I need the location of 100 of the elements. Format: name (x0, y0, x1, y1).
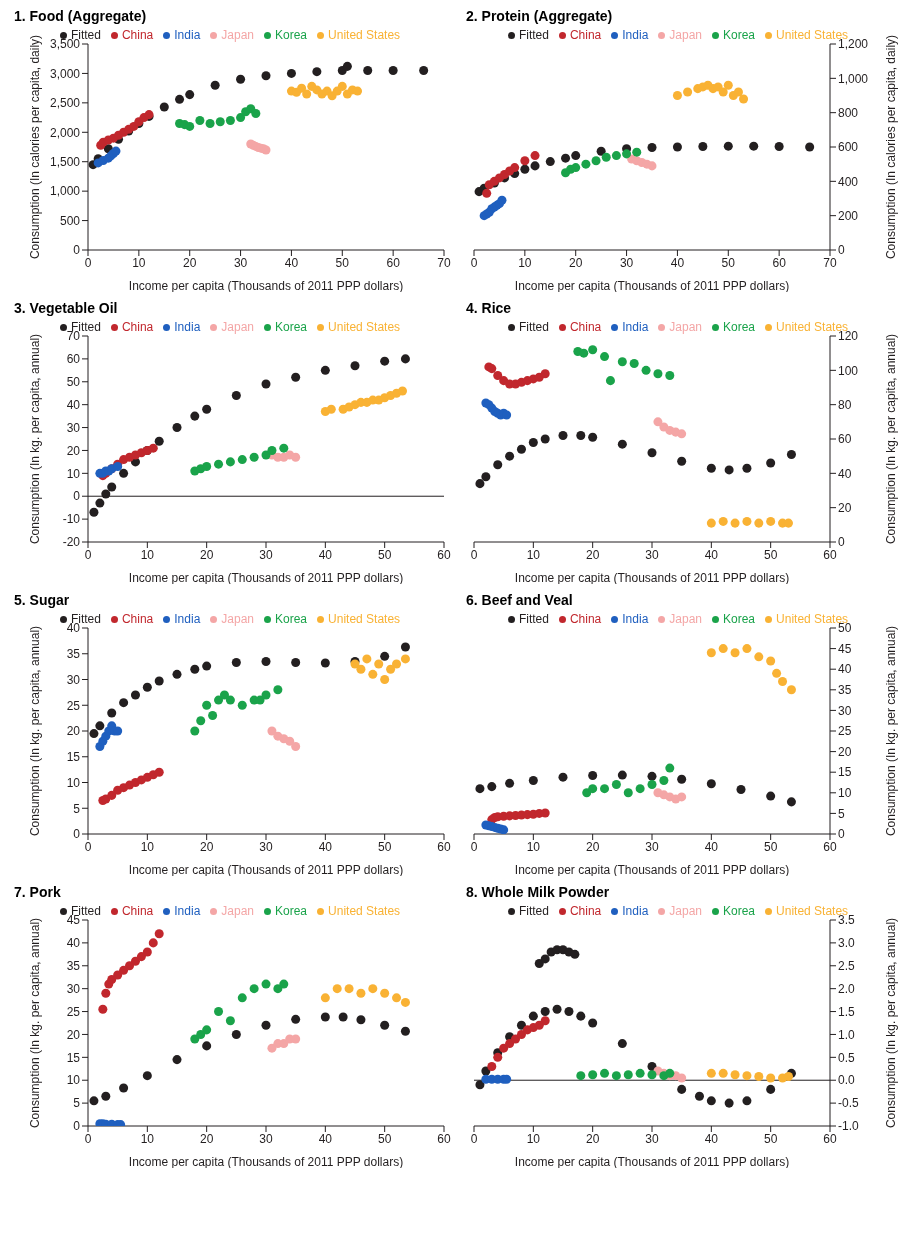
x-axis-title: Income per capita (Thousands of 2011 PPP dollars) (514, 863, 790, 877)
y2-tick-label: 15 (838, 765, 852, 780)
legend-label: Japan (669, 612, 703, 626)
y2-tick-label: 2.0 (838, 981, 856, 996)
x-tick-label: 60 (823, 839, 837, 854)
y2-axis-title: Consumption (In kg. per capita, annual) (884, 333, 899, 545)
y-tick-label: 0 (73, 489, 81, 504)
x-tick-label: 60 (823, 1131, 837, 1146)
x-tick-label: 10 (526, 547, 541, 562)
y2-tick-label: 20 (838, 500, 852, 515)
x-tick-label: 40 (284, 255, 299, 270)
legend-label: India (174, 612, 201, 626)
legend-label: United States (328, 612, 401, 626)
x-tick-label: 40 (670, 255, 685, 270)
chart-title: 1. Food (Aggregate) (13, 8, 148, 26)
x-axis-title: Income per capita (Thousands of 2011 PPP dollars) (514, 571, 790, 585)
legend-label: China (121, 612, 154, 626)
y-tick-label: 3,000 (49, 66, 81, 81)
y-axis-title: Consumption (In kg. per capita, annual) (28, 333, 43, 545)
y2-tick-label: 0 (838, 243, 845, 258)
y-tick-label: 30 (66, 420, 81, 435)
y2-tick-label: 800 (838, 105, 859, 120)
x-tick-label: 0 (470, 839, 478, 854)
chart-title: 8. Whole Milk Powder (465, 884, 611, 902)
x-tick-label: 30 (645, 547, 659, 562)
y-tick-label: 15 (66, 750, 81, 765)
x-tick-label: 30 (259, 1131, 273, 1146)
y2-tick-label: 40 (838, 466, 852, 481)
y-tick-label: 15 (66, 1050, 81, 1065)
y2-tick-label: 0 (838, 827, 845, 842)
legend-label: China (569, 904, 602, 918)
x-tick-label: 30 (645, 1131, 659, 1146)
x-tick-label: 0 (84, 839, 92, 854)
legend-label: China (121, 28, 154, 42)
y-tick-label: -20 (62, 535, 81, 550)
y2-tick-label: 25 (838, 724, 852, 739)
x-tick-label: 20 (585, 839, 600, 854)
y-tick-label: 10 (66, 1073, 81, 1088)
y-tick-label: 30 (66, 672, 81, 687)
x-tick-label: 60 (437, 839, 451, 854)
x-tick-label: 0 (84, 547, 92, 562)
y-tick-label: 1,000 (49, 184, 81, 199)
y-tick-label: 5 (73, 801, 81, 816)
y2-axis-title: Consumption (In kg. per capita, annual) (884, 625, 899, 837)
x-tick-label: 50 (763, 839, 778, 854)
legend-label: Korea (723, 904, 756, 918)
x-tick-label: 30 (645, 839, 659, 854)
x-tick-label: 40 (704, 839, 719, 854)
legend-label: Korea (723, 28, 756, 42)
y2-tick-label: 60 (838, 432, 852, 447)
chart-title: 5. Sugar (13, 592, 71, 610)
x-tick-label: 10 (132, 255, 146, 270)
y2-axis-title: Consumption (In kg. per capita, annual) (884, 917, 899, 1129)
y2-tick-label: 30 (838, 703, 852, 718)
chart-title: 4. Rice (465, 300, 513, 318)
legend-label: United States (328, 28, 401, 42)
x-tick-label: 40 (318, 1131, 333, 1146)
chart-title: 7. Pork (13, 884, 62, 902)
x-tick-label: 0 (84, 255, 92, 270)
y-tick-label: 20 (66, 1027, 81, 1042)
y2-tick-label: 0 (838, 535, 845, 550)
y-tick-label: -10 (62, 512, 81, 527)
legend-label: Korea (275, 612, 308, 626)
legend-label: India (174, 28, 201, 42)
x-tick-label: 10 (140, 839, 155, 854)
y2-axis-title: Consumption (In calories per capita, daily) (884, 34, 899, 260)
x-tick-label: 0 (470, 255, 478, 270)
y-tick-label: 1,500 (49, 154, 81, 169)
y2-tick-label: 80 (838, 397, 852, 412)
x-tick-label: 50 (377, 1131, 392, 1146)
x-tick-label: 10 (140, 1131, 155, 1146)
y-tick-label: 20 (66, 724, 81, 739)
x-tick-label: 60 (437, 1131, 451, 1146)
x-tick-label: 20 (183, 255, 197, 270)
x-tick-label: 30 (619, 255, 634, 270)
x-tick-label: 40 (318, 839, 333, 854)
legend-label: Korea (275, 904, 308, 918)
x-tick-label: 50 (763, 1131, 778, 1146)
x-tick-label: 20 (199, 547, 214, 562)
x-tick-label: 60 (437, 547, 451, 562)
y-tick-label: 2,500 (49, 96, 81, 111)
x-tick-label: 0 (470, 547, 478, 562)
x-tick-label: 30 (259, 839, 273, 854)
x-tick-label: 50 (377, 839, 392, 854)
legend-label: Fitted (518, 28, 549, 42)
chart-title: 6. Beef and Veal (465, 592, 574, 610)
x-tick-label: 40 (704, 547, 719, 562)
y-tick-label: 40 (66, 397, 81, 412)
y-tick-label: 10 (66, 466, 81, 481)
y2-tick-label: 2.5 (838, 959, 856, 974)
y-axis-title: Consumption (In kg. per capita, annual) (28, 625, 43, 837)
x-tick-label: 60 (823, 547, 837, 562)
y-tick-label: 60 (66, 352, 81, 367)
y2-tick-label: 0.0 (838, 1073, 856, 1088)
legend-label: China (569, 320, 602, 334)
y-tick-label: 50 (66, 375, 81, 390)
legend-label: Korea (723, 320, 756, 334)
legend-label: Japan (669, 320, 703, 334)
x-tick-label: 10 (518, 255, 532, 270)
x-tick-label: 40 (704, 1131, 719, 1146)
